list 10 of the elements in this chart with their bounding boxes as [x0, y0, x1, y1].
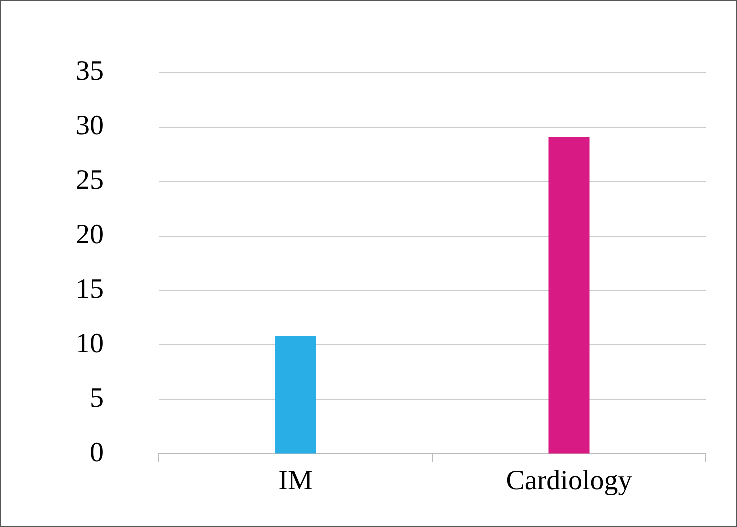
- y-tick-label: 5: [90, 383, 104, 414]
- y-tick-label: 25: [76, 165, 104, 196]
- x-tick-label: Cardiology: [506, 465, 632, 496]
- y-tick-label: 35: [76, 56, 104, 88]
- y-tick-label: 15: [76, 274, 104, 306]
- y-tick-label: 10: [76, 328, 104, 360]
- y-tick-label: 30: [76, 110, 104, 142]
- x-tick-label: IM: [278, 465, 313, 496]
- y-tick-label: 20: [76, 220, 104, 251]
- y-tick-label: 0: [90, 438, 104, 469]
